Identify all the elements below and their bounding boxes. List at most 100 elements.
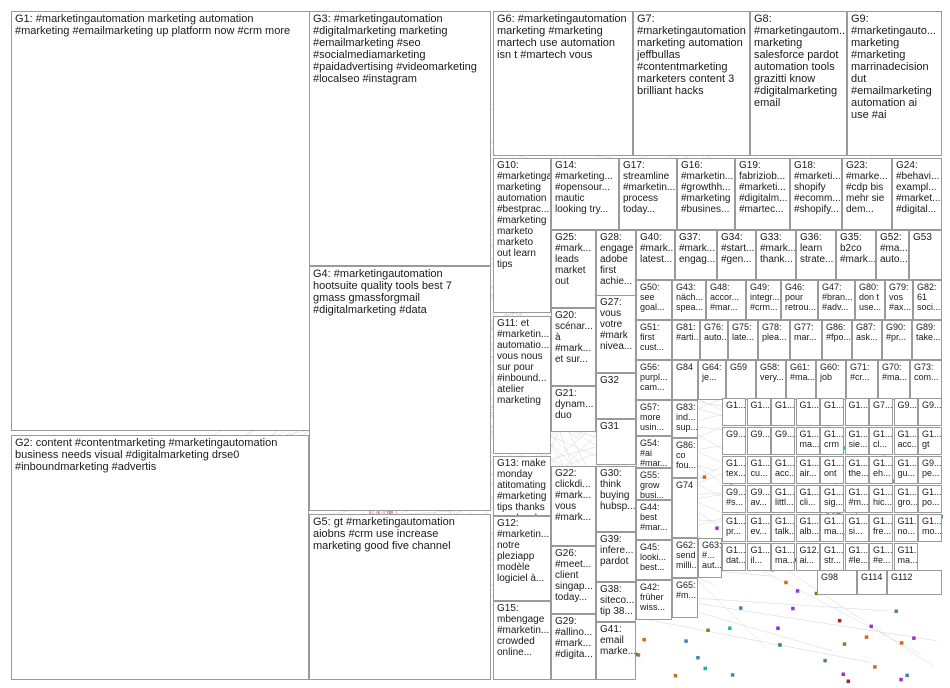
small-group-label: G9... xyxy=(750,429,771,439)
small-group-panel: G1... sie... xyxy=(844,427,869,455)
small-group-label: G1... si... xyxy=(848,516,869,536)
group-label-g34: G34: #start... #gen... xyxy=(721,232,755,265)
small-group-label: G1... #e... xyxy=(873,545,893,565)
small-group-label: G1... #le... xyxy=(848,545,869,565)
node xyxy=(702,475,707,479)
group-panel-g6: G6: #marketingautomation marketing #mark… xyxy=(493,11,633,156)
group-label-g62: G62: send milli... xyxy=(676,540,698,570)
group-panel-g55: G55: grow busi... xyxy=(636,468,672,500)
group-label-g49: G49: integr... #crm... xyxy=(750,282,780,312)
group-panel-g3: G3: #marketingautomation #digitalmarketi… xyxy=(309,11,491,266)
small-group-label: G1... xyxy=(775,400,795,410)
small-group-panel: G1... air... xyxy=(795,456,820,484)
group-panel-g34: G34: #start... #gen... xyxy=(717,230,756,280)
node xyxy=(846,679,851,684)
small-group-panel: G1... ma... xyxy=(795,427,820,455)
small-group-label: G9... av... xyxy=(750,487,771,507)
small-group-panel: G1... cu... xyxy=(746,456,771,484)
group-panel-g49: G49: integr... #crm... xyxy=(746,280,781,320)
node xyxy=(706,628,710,633)
group-label-g14: G14: #marketing... #opensour... mautic l… xyxy=(555,160,613,215)
group-panel-g86: G86: #fpo... xyxy=(822,320,852,360)
group-panel-g71: G71: #cr... xyxy=(846,360,878,400)
group-label-g29: G29: #allino... #mark... #digita... xyxy=(555,616,593,660)
small-group-label: G1... pr... xyxy=(726,516,746,536)
small-group-label: G7... xyxy=(873,400,893,410)
group-label-g23: G23: #marke... #cdp bis mehr sie dem... xyxy=(846,160,888,215)
group-panel-g56: G56: purpl... cam... xyxy=(636,360,672,400)
group-panel-g35: G35: b2co #mark... xyxy=(836,230,876,280)
group-label-g47: G47: #bran... #adv... xyxy=(822,282,853,312)
group-label-g112: G112 xyxy=(891,572,913,582)
group-label-g4: G4: #marketingautomation hootsuite quali… xyxy=(313,268,452,316)
group-label-g89: G89: take... xyxy=(916,322,941,342)
group-panel-g48: G48: accor... #mar... xyxy=(706,280,746,320)
node xyxy=(899,641,904,645)
group-label-g56: G56: purpl... cam... xyxy=(640,362,668,392)
group-panel-g73: G73: com... xyxy=(910,360,942,400)
group-panel-g65: G65: #m... xyxy=(672,578,698,618)
node xyxy=(899,677,903,682)
group-label-g6: G6: #marketingautomation marketing #mark… xyxy=(497,13,627,61)
node xyxy=(703,666,707,671)
small-group-panel: G9... #s... xyxy=(722,485,746,513)
group-panel-g87: G87: ask... xyxy=(852,320,882,360)
node xyxy=(837,618,842,623)
group-label-g7: G7: #marketingautomation marketing autom… xyxy=(637,13,746,97)
small-group-panel: G9... xyxy=(918,398,942,426)
group-panel-g12: G12: #marketin... notre pleziapp modèle … xyxy=(493,516,551,601)
group-label-g61: G61: #ma... xyxy=(790,362,816,382)
small-group-panel: G9... xyxy=(771,427,795,455)
small-group-label: G1... mo... xyxy=(922,516,942,536)
group-panel-g54: G54: #ai #mar... xyxy=(636,436,672,468)
group-panel-g45: G45: looki... best... xyxy=(636,540,672,580)
small-group-label: G9... xyxy=(775,429,795,439)
group-label-g54: G54: #ai #mar... xyxy=(640,438,668,468)
group-panel-g37: G37: #mark... engag... xyxy=(675,230,717,280)
group-label-g33: G33: #mark... thank... xyxy=(760,232,796,265)
small-group-label: G1... sig... xyxy=(824,487,844,507)
small-group-panel: G1... the... xyxy=(844,456,869,484)
group-label-g58: G58: very... xyxy=(760,362,784,382)
small-group-panel: G11... no... xyxy=(893,514,918,542)
group-panel-g70: G70: #ma... xyxy=(878,360,910,400)
small-group-panel: G1... ma... xyxy=(771,543,795,571)
node xyxy=(636,653,641,657)
small-group-panel: G1... #le... xyxy=(844,543,869,571)
small-group-panel: G1... ma... xyxy=(820,514,844,542)
group-label-g64: G64: je... xyxy=(702,362,722,382)
group-label-g55: G55: grow busi... xyxy=(640,470,665,500)
group-label-g16: G16: #marketin... #growthh... #marketing… xyxy=(681,160,734,215)
group-label-g41: G41: email marke... xyxy=(600,624,636,657)
small-group-panel: G1... mo... xyxy=(918,514,942,542)
group-panel-g19: G19: fabriziob... #marketi... #digitalm.… xyxy=(735,158,790,230)
group-label-g71: G71: #cr... xyxy=(850,362,870,382)
group-panel-g47: G47: #bran... #adv... xyxy=(818,280,855,320)
group-panel-g58: G58: very... xyxy=(756,360,786,400)
group-label-g22: G22: clickdi... #mark... vous #mark... xyxy=(555,468,592,523)
group-panel-g29: G29: #allino... #mark... #digita... xyxy=(551,614,596,680)
small-group-panel: G1... cl... xyxy=(869,427,893,455)
small-group-label: G1... crm xyxy=(824,429,844,449)
group-panel-g78: G78: plea... xyxy=(758,320,790,360)
group-label-g52: G52: #ma... auto... xyxy=(880,232,908,265)
small-group-panel: G1... xyxy=(820,398,844,426)
small-group-panel: G1... il... xyxy=(746,543,771,571)
group-label-g8: G8: #marketingautom... marketing salesfo… xyxy=(754,13,847,109)
small-group-label: G1... #m... xyxy=(848,487,869,507)
group-label-g73: G73: com... xyxy=(914,362,939,382)
group-panel-g77: G77: mar... xyxy=(790,320,822,360)
group-panel-g90: G90: #pr... xyxy=(882,320,912,360)
small-group-label: G9... xyxy=(897,400,918,410)
group-label-g86: G86: #fpo... xyxy=(826,322,852,342)
small-group-panel: G1... gu... xyxy=(893,456,918,484)
group-label-g44: G44: best #mar... xyxy=(640,502,668,532)
group-label-g35: G35: b2co #mark... xyxy=(840,232,876,265)
group-label-g24: G24: #behavi... exampl... #market... #di… xyxy=(896,160,941,215)
group-label-g37: G37: #mark... engag... xyxy=(679,232,716,265)
small-group-panel: G1... gro... xyxy=(893,485,918,513)
small-group-panel: G1... #m... xyxy=(844,485,869,513)
group-panel-g22: G22: clickdi... #mark... vous #mark... xyxy=(551,466,596,546)
small-group-label: G1... ont xyxy=(824,458,844,478)
